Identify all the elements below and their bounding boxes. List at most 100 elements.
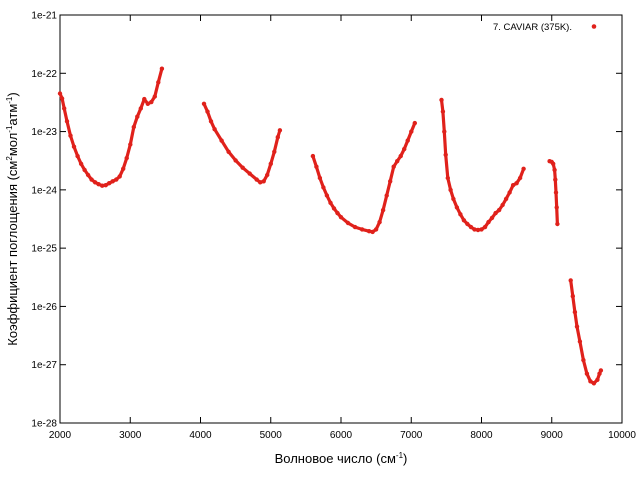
data-point — [131, 124, 136, 130]
data-point — [486, 219, 491, 225]
data-point — [314, 164, 319, 169]
data-point — [377, 219, 382, 225]
x-tick-label: 3000 — [119, 430, 142, 441]
data-point — [149, 99, 154, 105]
series-band — [58, 67, 164, 188]
x-tick-label: 4000 — [189, 430, 212, 441]
data-point — [553, 177, 558, 182]
data-point — [503, 196, 509, 202]
data-point — [521, 166, 526, 171]
data-point — [496, 207, 502, 213]
data-point — [78, 161, 84, 166]
y-tick-label: 1e-21 — [31, 11, 57, 22]
data-point — [584, 371, 590, 376]
data-point — [208, 119, 214, 124]
x-tick-label: 2000 — [49, 430, 72, 441]
data-point — [321, 185, 326, 190]
data-point — [92, 180, 98, 185]
legend-marker — [591, 24, 597, 29]
data-point — [219, 138, 224, 143]
data-point — [398, 153, 403, 159]
x-tick-label: 9000 — [541, 430, 564, 441]
x-tick-label: 6000 — [330, 430, 353, 441]
legend-label: 7. CAVIAR (375K). — [493, 22, 572, 33]
data-point — [110, 179, 115, 184]
data-point — [317, 175, 323, 181]
data-point — [82, 167, 87, 173]
data-point — [107, 181, 112, 186]
y-tick-label: 1e-28 — [31, 419, 57, 430]
data-point — [114, 177, 119, 182]
data-point — [240, 165, 245, 170]
data-point — [597, 371, 602, 376]
x-axis: 2000 3000 4000 5000 6000 7000 8000 9000 10000 — [49, 15, 636, 441]
data-point — [448, 187, 453, 193]
y-axis: 1e-28 1e-27 1e-26 1e-25 1e-24 1e-23 1e-22 1e-21 — [31, 11, 622, 430]
data-point — [555, 221, 560, 227]
data-point — [552, 167, 557, 173]
data-point — [402, 146, 407, 152]
data-point — [152, 94, 157, 99]
data-point — [405, 138, 410, 143]
data-point — [388, 179, 393, 184]
data-point — [335, 210, 340, 216]
data-point — [570, 294, 575, 299]
data-point — [205, 109, 210, 114]
data-point — [507, 190, 512, 195]
y-tick-label: 1e-27 — [31, 360, 57, 371]
data-point — [482, 224, 488, 230]
data-point — [574, 324, 580, 329]
data-point — [124, 155, 129, 161]
data-point — [142, 96, 147, 102]
y-tick-label: 1e-23 — [31, 127, 57, 138]
data-point — [345, 220, 351, 226]
y-tick-label: 1e-25 — [31, 244, 57, 255]
data-point — [468, 224, 474, 230]
data-point — [59, 96, 65, 101]
data-points — [57, 66, 604, 386]
data-point — [277, 128, 283, 133]
data-point — [61, 106, 67, 111]
data-point — [510, 183, 516, 188]
data-point — [465, 221, 470, 227]
data-point — [475, 227, 481, 233]
data-point — [366, 229, 372, 234]
data-point — [440, 109, 446, 114]
data-point — [254, 177, 259, 182]
series-band — [439, 98, 526, 232]
data-point — [445, 175, 450, 181]
data-point — [551, 161, 556, 166]
data-point — [370, 229, 375, 235]
data-point — [156, 80, 161, 85]
data-point — [572, 309, 578, 315]
data-point — [554, 205, 559, 210]
x-tick-label: 5000 — [260, 430, 283, 441]
data-point — [581, 357, 586, 363]
x-tick-label: 8000 — [470, 430, 493, 441]
data-point — [212, 127, 217, 132]
data-point — [588, 379, 593, 384]
data-point — [201, 101, 207, 107]
data-point — [233, 158, 238, 163]
data-point — [57, 91, 63, 96]
data-point — [454, 205, 460, 210]
data-point — [247, 171, 252, 176]
legend: 7. CAVIAR (375K). — [493, 22, 597, 33]
data-point — [103, 183, 108, 188]
data-point — [328, 200, 333, 205]
data-point — [85, 172, 91, 178]
data-point — [517, 175, 523, 181]
data-point — [135, 114, 140, 119]
data-point — [442, 129, 447, 134]
data-point — [96, 182, 101, 187]
data-point — [458, 212, 463, 217]
data-point — [461, 218, 467, 223]
data-point — [265, 172, 270, 178]
data-point — [451, 196, 456, 202]
data-point — [395, 159, 400, 164]
data-point — [380, 207, 386, 213]
data-point — [64, 119, 70, 124]
data-point — [595, 377, 600, 382]
y-tick-label: 1e-26 — [31, 302, 57, 313]
data-point — [409, 129, 414, 134]
